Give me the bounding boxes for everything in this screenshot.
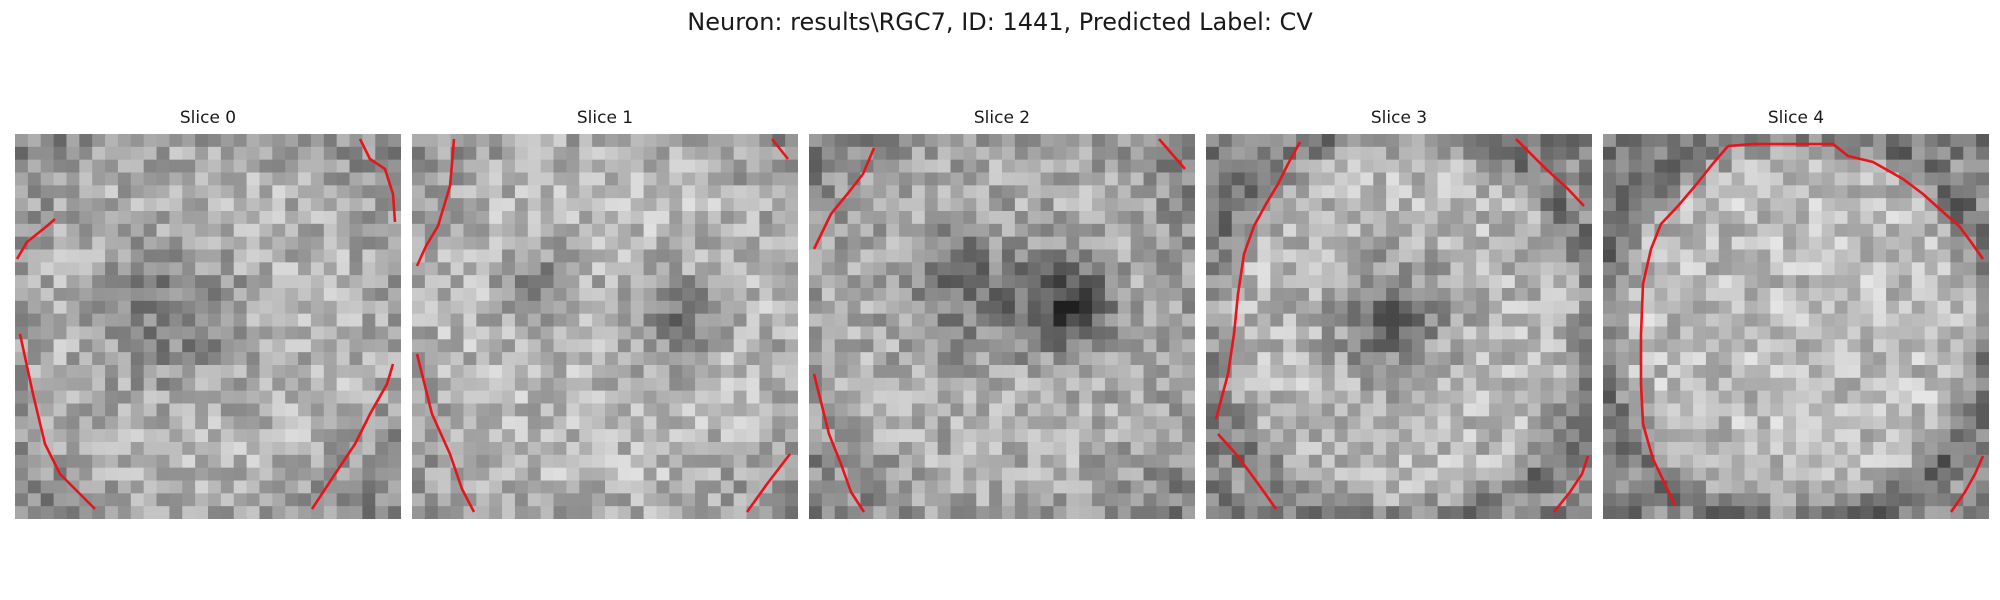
red-contour bbox=[812, 147, 876, 250]
red-contour bbox=[1639, 145, 1729, 425]
red-contour bbox=[745, 453, 792, 513]
slice-panel-1: Slice 1 bbox=[412, 106, 798, 526]
slice-title: Slice 4 bbox=[1767, 108, 1825, 128]
slice-image bbox=[1206, 134, 1592, 519]
red-contour bbox=[15, 218, 56, 260]
red-contour bbox=[18, 333, 96, 510]
red-contour bbox=[310, 363, 395, 510]
slice-title: Slice 3 bbox=[1370, 108, 1428, 128]
red-contour bbox=[415, 353, 476, 513]
slice-title: Slice 0 bbox=[179, 108, 237, 128]
red-contour bbox=[1949, 455, 1985, 513]
slice-panel-0: Slice 0 bbox=[15, 106, 401, 526]
red-contour bbox=[812, 373, 866, 513]
red-contour bbox=[1214, 141, 1302, 420]
red-contour bbox=[1641, 423, 1677, 507]
red-contour bbox=[1552, 455, 1590, 513]
figure-title: Neuron: results\RGC7, ID: 1441, Predicte… bbox=[687, 8, 1313, 36]
slice-image bbox=[412, 134, 798, 519]
red-contour bbox=[415, 138, 456, 267]
slice-title: Slice 1 bbox=[576, 108, 634, 128]
slice-image bbox=[1603, 134, 1989, 519]
slice-image bbox=[809, 134, 1195, 519]
red-contour bbox=[1158, 138, 1186, 170]
red-contour bbox=[1515, 138, 1585, 207]
slice-image bbox=[15, 134, 401, 519]
red-contour bbox=[1217, 433, 1278, 510]
slice-title: Slice 2 bbox=[973, 108, 1031, 128]
slice-panel-4: Slice 4 bbox=[1603, 106, 1989, 526]
slice-panel-3: Slice 3 bbox=[1206, 106, 1592, 526]
red-contour bbox=[1727, 142, 1985, 260]
red-contour bbox=[770, 138, 790, 160]
red-contour bbox=[358, 138, 397, 223]
slice-panel-2: Slice 2 bbox=[809, 106, 1195, 526]
